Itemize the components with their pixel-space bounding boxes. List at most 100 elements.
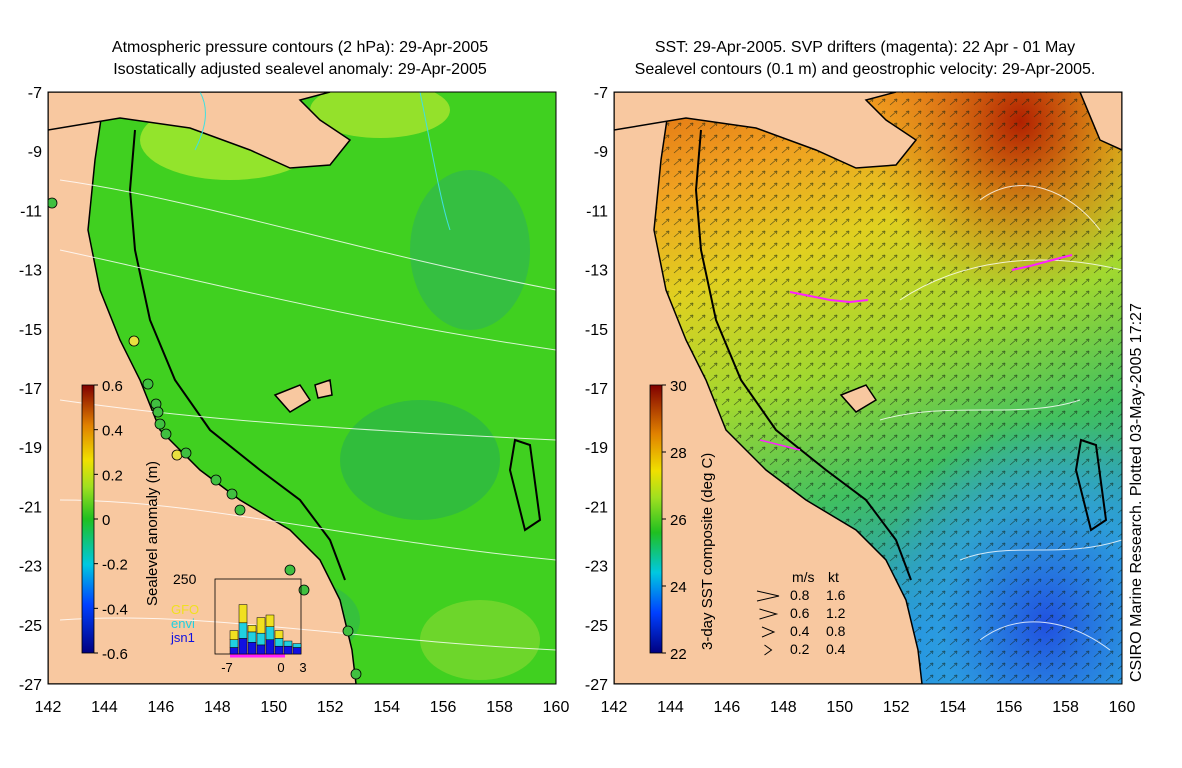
histogram-bar-envi xyxy=(292,643,302,648)
velocity-ms-value: 0.6 xyxy=(790,605,810,621)
lat-tick-label: -17 xyxy=(19,381,42,398)
histogram-bar-jsn1 xyxy=(229,647,239,655)
lon-tick-label: 146 xyxy=(714,699,741,716)
velocity-kt-value: 1.6 xyxy=(826,587,846,603)
colorbar-tick-label: 30 xyxy=(670,378,687,395)
lat-tick-label: -21 xyxy=(585,499,608,516)
lon-tick-label: 142 xyxy=(601,699,628,716)
solomon-land xyxy=(1079,92,1122,151)
left-panel-title: Atmospheric pressure contours (2 hPa): 2… xyxy=(111,39,489,56)
velocity-arrow-icon xyxy=(759,608,779,620)
velocity-ms-value: 0.2 xyxy=(790,641,810,657)
pressure-contour xyxy=(59,249,556,351)
histogram-bar-gfo xyxy=(265,614,275,627)
sealevel-contour xyxy=(959,539,1122,561)
lon-tick-label: 154 xyxy=(373,699,400,716)
histogram-bar-envi xyxy=(265,626,275,640)
lon-tick-label: 152 xyxy=(883,699,910,716)
histogram-x-label: 0 xyxy=(277,660,284,675)
coral-sea-island xyxy=(314,379,333,399)
histogram-bar-jsn1 xyxy=(292,647,302,655)
svp-drifter-track xyxy=(1011,254,1073,271)
sealevel-contour xyxy=(979,621,1111,651)
velocity-unit-ms: m/s xyxy=(792,569,815,585)
right-map-frame xyxy=(613,91,1123,685)
sealevel-contour xyxy=(879,399,1081,421)
lon-tick-label: 158 xyxy=(486,699,513,716)
histogram-x-label: -7 xyxy=(221,660,233,675)
left-map-panel xyxy=(48,92,556,684)
pressure-contour xyxy=(194,92,206,151)
histogram-legend-entry: jsn1 xyxy=(170,630,195,645)
left-map-frame xyxy=(47,91,557,685)
lon-tick-label: 144 xyxy=(657,699,684,716)
right-panel-subtitle: Sealevel contours (0.1 m) and geostrophi… xyxy=(634,61,1096,78)
velocity-kt-value: 0.8 xyxy=(826,623,846,639)
lon-tick-label: 158 xyxy=(1052,699,1079,716)
lat-tick-label: -11 xyxy=(20,203,42,220)
png-land xyxy=(614,92,918,169)
axis-labels: 142 144 146 148 150 152 154 156 158 160 -7 -9 -11 -13… xyxy=(19,85,1136,716)
colorbar-tick-label: 22 xyxy=(670,646,687,663)
histogram-bar-envi xyxy=(229,639,239,648)
australia-land xyxy=(614,92,923,684)
lat-tick-label: -7 xyxy=(594,85,608,102)
lon-tick-label: 146 xyxy=(148,699,175,716)
histogram-legend-entry: envi xyxy=(171,616,195,631)
sealevel-contour xyxy=(979,185,1101,231)
lat-tick-label: -9 xyxy=(28,144,42,161)
colorbar-tick-label: -0.4 xyxy=(102,601,128,618)
colorbar-tick-label: 0 xyxy=(102,512,110,529)
lon-tick-label: 156 xyxy=(430,699,457,716)
colorbar-tick-label: 0.2 xyxy=(102,467,123,484)
png-land xyxy=(48,92,352,169)
velocity-arrow-icon xyxy=(761,626,776,638)
velocity-ms-value: 0.4 xyxy=(790,623,810,639)
velocity-kt-value: 1.2 xyxy=(826,605,846,621)
lat-tick-label: -19 xyxy=(585,440,608,457)
australia-land xyxy=(48,92,357,684)
colorbar-tick-label: -0.2 xyxy=(102,557,128,574)
lat-tick-label: -13 xyxy=(585,263,608,280)
colorbar-tick-label: 0.4 xyxy=(102,423,123,440)
sla-high-patch xyxy=(420,600,540,680)
velocity-legend: m/s kt 0.8 1.6 0.6 1.2 0.4 0.8 0.2 0.4 xyxy=(756,569,846,657)
lat-tick-label: -25 xyxy=(585,618,608,635)
sla-colorbar-gradient xyxy=(81,384,95,654)
coral-sea-island xyxy=(839,384,878,413)
sla-low-patch xyxy=(340,400,500,520)
lat-tick-label: -7 xyxy=(28,85,42,102)
histogram-bar-envi xyxy=(256,632,266,646)
histogram-legend-entry: GFO xyxy=(171,602,199,617)
colorbar-tick-label: 26 xyxy=(670,512,687,529)
sla-low-patch xyxy=(410,170,530,330)
pressure-contour xyxy=(59,499,556,561)
pressure-contour xyxy=(419,92,451,231)
right-panel-title: SST: 29-Apr-2005. SVP drifters (magenta)… xyxy=(654,39,1076,56)
lon-tick-label: 160 xyxy=(1109,699,1136,716)
sst-colorbar: 30 28 26 24 22 3-day SST composite (deg C) xyxy=(649,378,716,663)
lon-tick-label: 150 xyxy=(826,699,853,716)
histogram-ymax: 250 xyxy=(173,571,197,587)
lon-tick-label: 152 xyxy=(317,699,344,716)
sla-high-patch xyxy=(310,92,450,138)
credit-text: CSIRO Marine Research. Plotted 03-May-20… xyxy=(1128,303,1145,682)
lat-tick-label: -19 xyxy=(19,440,42,457)
lat-tick-label: -17 xyxy=(585,381,608,398)
velocity-arrow-icon xyxy=(764,644,773,656)
lat-tick-label: -9 xyxy=(594,144,608,161)
svp-drifter-track xyxy=(789,291,869,304)
histogram-bar-gfo xyxy=(229,630,239,640)
velocity-kt-value: 0.4 xyxy=(826,641,846,657)
histogram-bar-jsn1 xyxy=(265,639,275,655)
lon-tick-label: 148 xyxy=(204,699,231,716)
lon-tick-label: 142 xyxy=(35,699,62,716)
histogram-x-label: 3 xyxy=(299,660,306,675)
histogram-bar-envi xyxy=(247,631,257,643)
histogram-bar-jsn1 xyxy=(238,638,248,655)
lon-tick-label: 148 xyxy=(770,699,797,716)
pressure-contour xyxy=(59,179,556,291)
velocity-ms-value: 0.8 xyxy=(790,587,810,603)
lat-tick-label: -23 xyxy=(585,559,608,576)
